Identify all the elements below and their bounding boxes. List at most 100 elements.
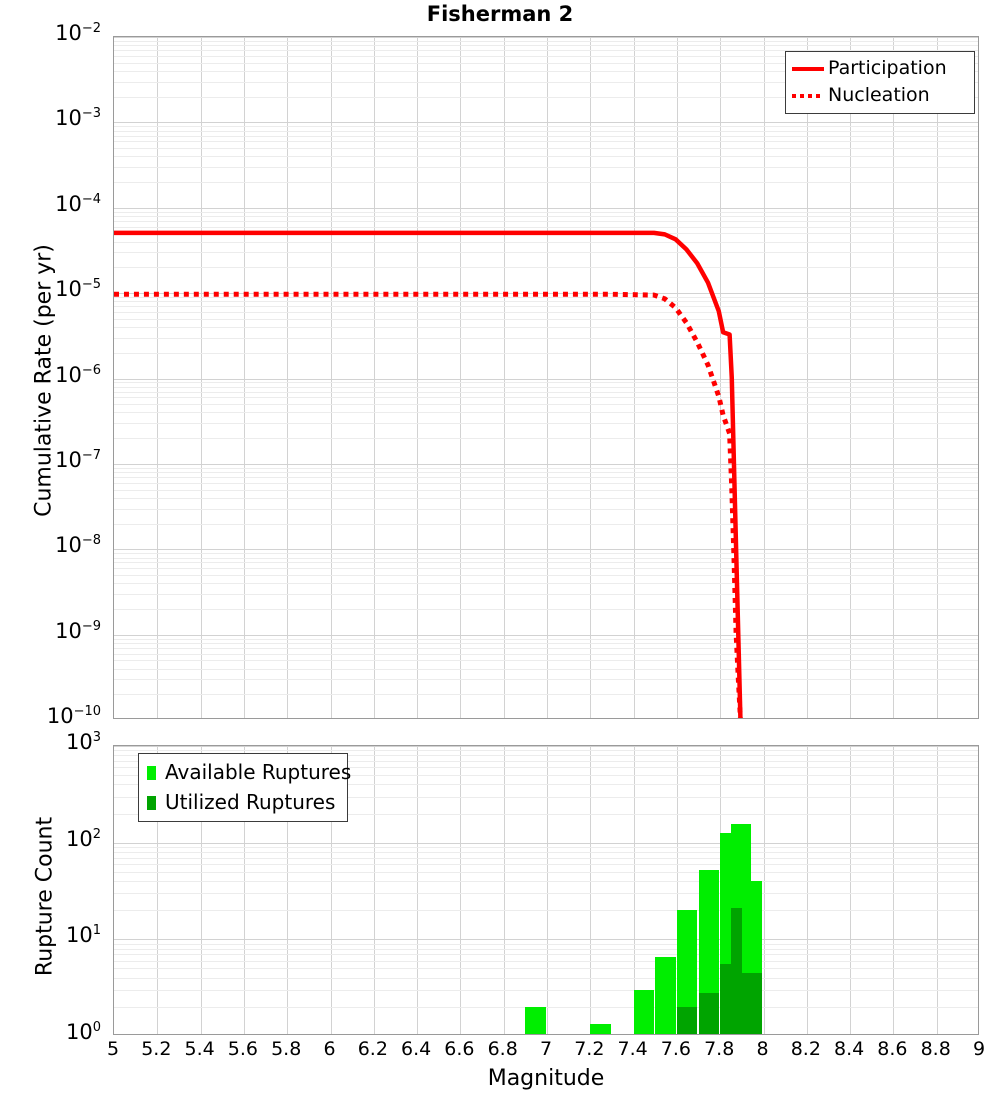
gridline-vertical xyxy=(590,37,591,718)
gridline-minor xyxy=(114,797,978,798)
gridline-minor xyxy=(114,490,978,491)
gridline-vertical xyxy=(547,746,548,1034)
gridline-minor xyxy=(114,477,978,478)
gridline-minor xyxy=(114,558,978,559)
gridline-minor xyxy=(114,412,978,413)
gridline-minor xyxy=(114,216,978,217)
x-axis-tick-label: 6.8 xyxy=(487,1038,518,1060)
gridline-vertical xyxy=(677,37,678,718)
gridline-vertical xyxy=(807,37,808,718)
gridline-minor xyxy=(114,126,978,127)
gridline-minor xyxy=(114,483,978,484)
gridline-vertical xyxy=(460,746,461,1034)
dotted-line-icon xyxy=(791,87,825,105)
gridline-major xyxy=(114,843,978,844)
gridline-minor xyxy=(114,438,978,439)
gridline-minor xyxy=(114,978,978,979)
legend-item-nucleation[interactable]: Nucleation xyxy=(791,82,967,109)
x-axis-tick-label: 5.6 xyxy=(227,1038,258,1060)
gridline-minor xyxy=(114,227,978,228)
gridline-minor xyxy=(114,881,978,882)
x-axis-tick-label: 5 xyxy=(106,1038,120,1060)
x-axis-tick-label: 8 xyxy=(756,1038,769,1060)
gridline-minor xyxy=(114,968,978,969)
gridline-minor xyxy=(114,814,978,815)
gridline-minor xyxy=(114,82,978,83)
legend-label-available-ruptures: Available Ruptures xyxy=(165,760,352,784)
gridline-minor xyxy=(114,50,978,51)
legend-label-nucleation: Nucleation xyxy=(828,84,930,106)
x-axis-tick-label: 6.4 xyxy=(400,1038,432,1060)
rate-curves xyxy=(114,230,743,718)
gridline-vertical xyxy=(850,746,851,1034)
gridline-minor xyxy=(114,221,978,222)
gridline-minor xyxy=(114,141,978,142)
gridline-minor xyxy=(114,148,978,149)
gridline-minor xyxy=(114,568,978,569)
gridline-minor xyxy=(114,56,978,57)
gridline-vertical xyxy=(374,746,375,1034)
gridline-vertical xyxy=(893,37,894,718)
y-axis-tick-label: 10−9 xyxy=(55,618,101,643)
available-ruptures-swatch-icon xyxy=(145,763,161,781)
gridline-minor xyxy=(114,338,978,339)
bar-available-ruptures xyxy=(525,1006,546,1034)
gridline-minor xyxy=(114,242,978,243)
legend-item-utilized-ruptures[interactable]: Utilized Ruptures xyxy=(144,787,340,817)
x-axis-tick-label: 8.6 xyxy=(877,1038,908,1060)
gridline-vertical xyxy=(590,746,591,1034)
gridline-major xyxy=(114,635,978,636)
gridline-vertical xyxy=(893,746,894,1034)
gridline-minor xyxy=(114,775,978,776)
gridline-vertical xyxy=(417,37,418,718)
y-axis-tick-label: 100 xyxy=(65,1020,101,1044)
bar-utilized-ruptures xyxy=(698,992,719,1034)
gridline-minor xyxy=(114,212,978,213)
gridline-vertical xyxy=(547,37,548,718)
gridline-major xyxy=(114,379,978,380)
x-axis-tick-label: 7 xyxy=(539,1038,553,1060)
legend-item-available-ruptures[interactable]: Available Ruptures xyxy=(144,757,351,787)
gridline-minor xyxy=(114,847,978,848)
gridline-minor xyxy=(114,990,978,991)
x-axis-tick-label: 9 xyxy=(972,1038,986,1060)
y-axis-tick-label: 10−2 xyxy=(55,21,101,45)
gridline-minor xyxy=(114,864,978,865)
gridline-vertical xyxy=(201,746,202,1034)
legend-label-utilized-ruptures: Utilized Ruptures xyxy=(165,790,336,814)
x-axis-tick-label: 6.2 xyxy=(357,1038,388,1060)
utilized-ruptures-swatch-icon xyxy=(145,793,161,811)
gridline-major xyxy=(114,464,978,465)
gridline-minor xyxy=(114,252,978,253)
gridline-minor xyxy=(114,1007,978,1008)
x-axis-tick-label: 6.6 xyxy=(444,1038,475,1060)
curve-participation xyxy=(114,230,743,718)
x-axis-tick-label: 8.2 xyxy=(790,1038,821,1060)
gridline-minor xyxy=(114,767,978,768)
gridline-minor xyxy=(114,524,978,525)
y-axis-tick-label: 10−6 xyxy=(55,362,101,387)
gridline-minor xyxy=(114,509,978,510)
gridline-vertical xyxy=(807,746,808,1034)
bar-utilized-ruptures xyxy=(676,1006,698,1034)
x-axis-tick-label: 8.8 xyxy=(920,1038,951,1060)
gridline-vertical xyxy=(850,37,851,718)
gridline-minor xyxy=(114,319,978,320)
y-axis-tick-label: 10−3 xyxy=(55,106,101,131)
gridline-minor xyxy=(114,387,978,388)
gridline-vertical xyxy=(504,746,505,1034)
gridline-minor xyxy=(114,954,978,955)
x-axis-tick-label: 6 xyxy=(323,1038,336,1060)
legend-item-participation[interactable]: Participation xyxy=(791,55,967,82)
gridline-vertical xyxy=(201,37,202,718)
gridline-major xyxy=(114,37,978,38)
gridline-vertical xyxy=(331,37,332,718)
gridline-minor xyxy=(114,97,978,98)
solid-line-icon xyxy=(791,60,825,78)
gridline-minor xyxy=(114,382,978,383)
gridline-minor xyxy=(114,654,978,655)
gridline-minor xyxy=(114,468,978,469)
gridline-vertical xyxy=(764,746,765,1034)
y-axis-tick-label: 10−5 xyxy=(55,277,101,302)
gridline-minor xyxy=(114,594,978,595)
